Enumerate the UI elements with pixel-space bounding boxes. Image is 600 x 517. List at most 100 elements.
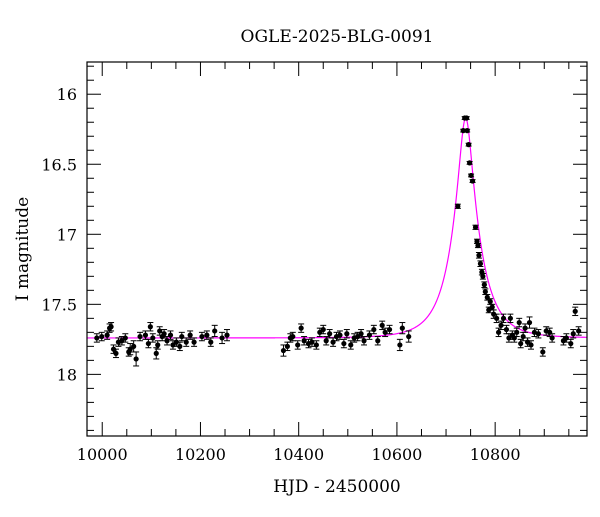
data-point	[336, 330, 343, 340]
data-point	[454, 203, 461, 209]
data-point	[575, 326, 582, 336]
y-tick-label: 17.5	[41, 295, 77, 314]
chart-title: OGLE-2025-BLG-0091	[241, 27, 434, 47]
point-marker	[477, 261, 484, 267]
data-point	[330, 337, 337, 347]
data-point	[340, 338, 347, 349]
data-point	[503, 324, 510, 335]
data-point	[207, 337, 214, 347]
point-marker	[487, 298, 493, 305]
axis-ticks	[87, 62, 587, 436]
point-marker	[469, 178, 476, 184]
point-marker	[507, 315, 513, 321]
data-point	[167, 330, 174, 340]
data-point	[211, 324, 218, 338]
point-marker	[337, 332, 343, 338]
point-marker	[142, 332, 149, 338]
data-point	[298, 323, 305, 333]
data-point	[361, 336, 368, 346]
point-marker	[104, 332, 110, 338]
data-point	[133, 351, 140, 367]
point-marker	[406, 333, 412, 340]
data-point	[482, 288, 489, 296]
plot-area	[87, 115, 587, 367]
data-point	[479, 273, 486, 280]
point-marker	[153, 350, 159, 356]
point-marker	[486, 307, 492, 313]
data-point	[305, 338, 312, 349]
data-point	[543, 326, 550, 336]
point-marker	[455, 203, 461, 209]
data-point	[465, 142, 472, 148]
point-marker	[468, 172, 474, 179]
data-point	[474, 242, 481, 249]
point-marker	[572, 308, 578, 314]
point-marker	[464, 128, 470, 134]
data-point	[323, 336, 330, 346]
data-point	[178, 331, 185, 342]
point-marker	[212, 328, 218, 334]
data-point	[472, 224, 479, 230]
point-marker	[204, 332, 210, 338]
y-tick-label: 18	[57, 365, 77, 384]
point-marker	[481, 282, 487, 288]
data-point	[469, 178, 476, 184]
point-marker	[177, 343, 183, 349]
data-point	[546, 327, 553, 338]
y-tick-label: 17	[57, 225, 77, 244]
data-point	[112, 348, 119, 359]
point-marker	[137, 333, 143, 340]
data-point	[526, 316, 533, 329]
point-marker	[309, 339, 315, 345]
point-marker	[466, 142, 472, 148]
data-point	[149, 333, 156, 343]
data-point	[379, 320, 386, 331]
data-point	[280, 344, 287, 357]
point-marker	[549, 335, 555, 341]
point-marker	[361, 338, 367, 344]
point-marker	[298, 325, 304, 331]
point-marker	[173, 339, 179, 345]
point-marker	[122, 335, 128, 341]
data-point	[500, 313, 507, 324]
data-point	[507, 313, 514, 324]
point-marker	[313, 342, 319, 348]
data-point	[528, 340, 535, 350]
data-point	[289, 331, 296, 342]
x-tick-label: 10800	[470, 445, 521, 464]
point-marker	[280, 347, 287, 354]
point-marker	[482, 289, 488, 295]
point-marker	[397, 342, 403, 348]
point-marker	[131, 343, 137, 349]
point-marker	[371, 326, 377, 333]
data-point	[108, 322, 115, 332]
data-point	[301, 336, 308, 346]
data-point	[203, 330, 210, 340]
point-marker	[570, 331, 576, 337]
data-point	[405, 330, 412, 343]
point-marker	[576, 328, 582, 334]
point-marker	[323, 338, 329, 344]
data-point	[513, 327, 520, 338]
point-marker	[327, 331, 333, 337]
data-point	[570, 329, 577, 339]
data-point	[567, 338, 574, 349]
data-point	[386, 324, 393, 335]
point-marker	[498, 322, 504, 328]
point-marker	[540, 349, 546, 355]
data-point	[481, 281, 488, 289]
data-point	[223, 329, 230, 342]
point-marker	[475, 242, 481, 249]
data-point	[549, 333, 556, 343]
data-point	[147, 322, 154, 332]
point-marker	[494, 315, 500, 321]
point-marker	[514, 329, 520, 335]
point-marker	[344, 331, 350, 337]
data-point	[183, 337, 190, 347]
data-point	[563, 333, 570, 343]
point-marker	[503, 326, 510, 333]
data-point	[127, 343, 134, 356]
data-point	[485, 306, 492, 314]
